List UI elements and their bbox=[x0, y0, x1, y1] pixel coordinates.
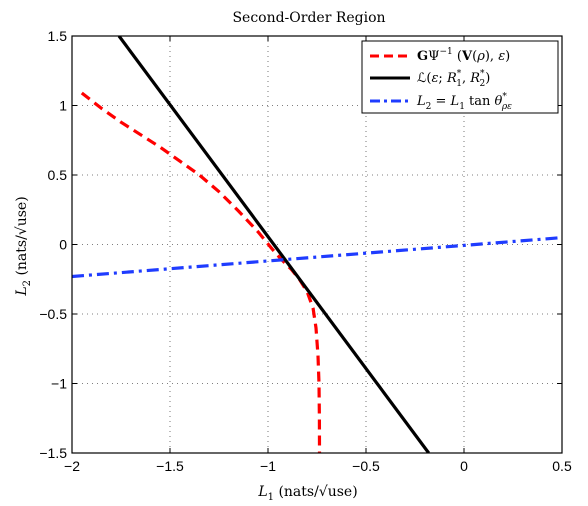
series-layer bbox=[72, 36, 562, 453]
x-tick-label-5: 0.5 bbox=[552, 458, 572, 474]
grid bbox=[72, 36, 562, 453]
y-tick-label-3: 0 bbox=[59, 237, 67, 253]
y-axis-label: L2 (nats/√use) bbox=[14, 196, 33, 296]
y-tick-label-6: −1.5 bbox=[39, 445, 67, 461]
ticks: −2 −1.5 −1 −0.5 0 0.51.510.50−0.5−1−1.5 bbox=[39, 28, 572, 474]
legend: GΨ−1 (V(ρ), ε) ℒ(ε; R* 1, R* 2) L2 = L1 ta… bbox=[361, 40, 559, 114]
chart-title: Second-Order Region bbox=[232, 10, 385, 26]
x-tick-label-1: −1.5 bbox=[156, 458, 184, 474]
series-line-3 bbox=[72, 236, 562, 279]
legend-label-series-3: L2 = L1 tan θ* ρε bbox=[416, 92, 512, 112]
x-tick-label-3: −0.5 bbox=[352, 458, 380, 474]
legend-label-series-2: ℒ(ε; R* 1, R* 2) bbox=[417, 69, 490, 89]
series-line-2 bbox=[117, 36, 430, 453]
x-tick-label-2: −1 bbox=[260, 458, 276, 474]
x-tick-label-0: −2 bbox=[64, 458, 80, 474]
y-tick-label-4: −0.5 bbox=[39, 306, 67, 322]
y-tick-label-1: 1 bbox=[59, 98, 67, 114]
y-tick-label-0: 1.5 bbox=[48, 28, 68, 44]
svg-text:L2 (nats/√use): L2 (nats/√use) bbox=[14, 196, 33, 296]
y-tick-label-5: −1 bbox=[51, 376, 67, 392]
x-axis-label: L1 (nats/√use) bbox=[257, 484, 357, 503]
svg-text:L1 (nats/√use): L1 (nats/√use) bbox=[257, 484, 357, 503]
x-tick-label-4: 0 bbox=[460, 458, 468, 474]
legend-label-series-1: GΨ−1 (V(ρ), ε) bbox=[417, 47, 510, 64]
series-line-1 bbox=[80, 91, 322, 453]
y-tick-label-2: 0.5 bbox=[48, 167, 68, 183]
